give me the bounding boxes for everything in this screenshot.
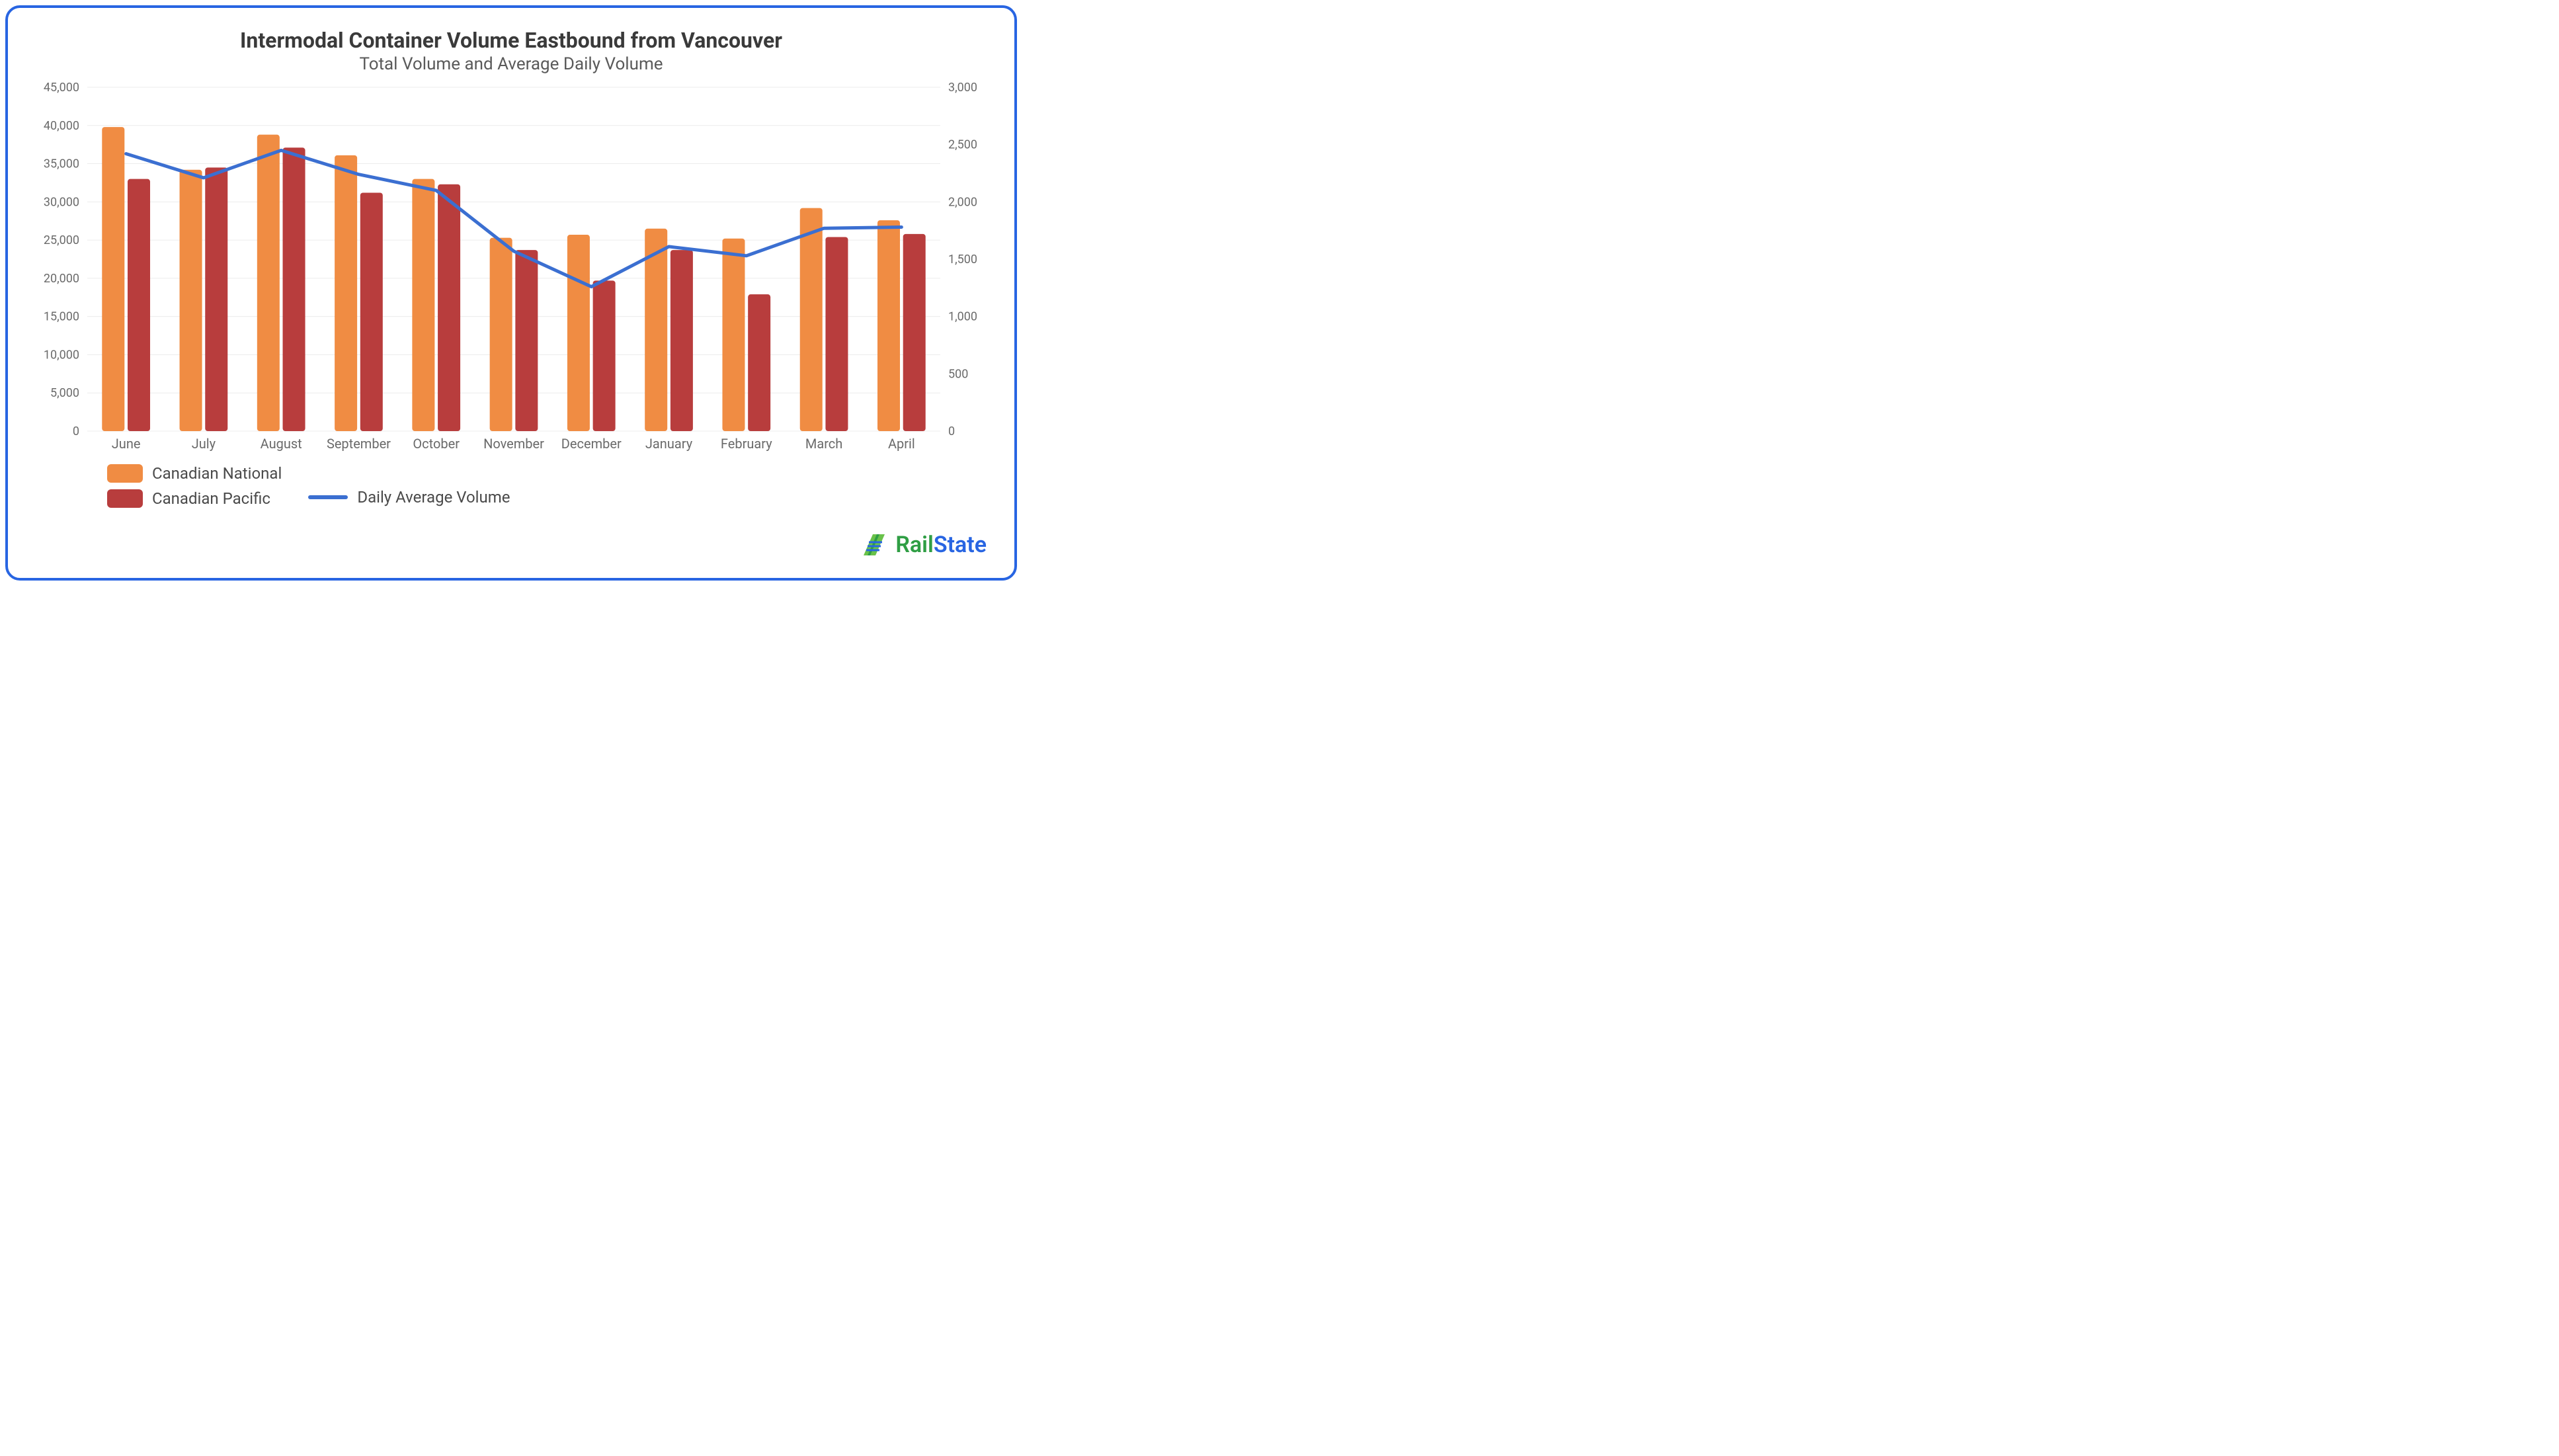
y-right-tick: 2,500: [948, 138, 977, 152]
titles: Intermodal Container Volume Eastbound fr…: [28, 28, 995, 74]
category-label: March: [805, 436, 842, 452]
y-left-tick: 5,000: [50, 386, 79, 400]
bar-cn: [567, 235, 590, 431]
category-label: August: [261, 436, 302, 452]
y-left-tick: 25,000: [44, 233, 79, 247]
y-right-tick: 1,500: [948, 253, 977, 266]
y-right-tick: 1,000: [948, 310, 977, 324]
logo-word-rail: Rail: [895, 532, 934, 558]
legend-column-bars: Canadian National Canadian Pacific: [107, 464, 282, 508]
y-right-tick: 3,000: [948, 81, 977, 95]
legend-label-cp: Canadian Pacific: [152, 489, 270, 508]
category-label: September: [327, 436, 391, 452]
bar-cn: [490, 238, 512, 431]
bar-cn: [257, 135, 280, 431]
bar-cp: [515, 250, 538, 431]
category-label: January: [645, 436, 693, 452]
legend-label-line: Daily Average Volume: [357, 488, 510, 506]
legend-item-line: Daily Average Volume: [308, 488, 510, 506]
category-label: June: [112, 436, 141, 452]
bar-cn: [877, 220, 900, 431]
chart-svg: 0 5,000 10,000 15,000 20,000 25,000 30,000 35,0…: [28, 81, 1000, 458]
category-label: February: [721, 436, 772, 452]
logo-word-state: State: [934, 532, 987, 558]
category-label: April: [888, 436, 915, 452]
y-right-tick: 500: [948, 367, 968, 381]
legend-swatch-cn: [107, 464, 143, 483]
bar-cp: [283, 147, 305, 431]
category-label: December: [561, 436, 622, 452]
y-right-tick: 0: [948, 425, 955, 438]
bar-cn: [180, 170, 202, 431]
y-left-tick: 20,000: [44, 272, 79, 286]
chart-card: Intermodal Container Volume Eastbound fr…: [5, 5, 1017, 581]
y-left-tick: 15,000: [44, 310, 79, 324]
y-right-tick: 2,000: [948, 195, 977, 209]
y-left-tick: 10,000: [44, 348, 79, 362]
chart-subtitle: Total Volume and Average Daily Volume: [28, 54, 995, 74]
railstate-logo: RailState: [860, 530, 987, 559]
bar-cp: [670, 250, 693, 431]
bar-cn: [412, 179, 434, 431]
legend-label-cn: Canadian National: [152, 464, 282, 483]
category-label: July: [192, 436, 216, 452]
y-left-tick: 0: [73, 425, 79, 438]
railstate-logo-text: RailState: [895, 532, 987, 558]
bar-cp: [205, 167, 227, 431]
y-left-tick: 40,000: [44, 119, 79, 133]
legend-line-swatch: [308, 495, 348, 499]
bar-cp: [825, 237, 848, 431]
bar-cn: [722, 239, 745, 431]
legend-item-cp: Canadian Pacific: [107, 489, 282, 508]
railstate-logo-icon: [860, 530, 889, 559]
bar-cp: [903, 234, 926, 431]
chart-area: 0 5,000 10,000 15,000 20,000 25,000 30,000 35,0…: [28, 81, 995, 458]
bar-cp: [438, 184, 460, 431]
legend: Canadian National Canadian Pacific Daily…: [28, 464, 995, 508]
bar-cn: [335, 155, 357, 431]
y-left-tick: 45,000: [44, 81, 79, 95]
bar-cn: [800, 208, 823, 431]
y-left-tick: 30,000: [44, 195, 79, 209]
bar-cp: [360, 192, 383, 431]
category-label: November: [483, 436, 544, 452]
category-label: October: [413, 436, 460, 452]
bar-cp: [128, 179, 150, 431]
bar-cn: [102, 127, 124, 431]
bar-cp: [748, 294, 770, 431]
bar-cp: [593, 280, 616, 431]
y-left-tick: 35,000: [44, 157, 79, 171]
chart-title: Intermodal Container Volume Eastbound fr…: [28, 28, 995, 53]
daily-average-line: [126, 150, 902, 286]
legend-swatch-cp: [107, 489, 143, 508]
legend-item-cn: Canadian National: [107, 464, 282, 483]
